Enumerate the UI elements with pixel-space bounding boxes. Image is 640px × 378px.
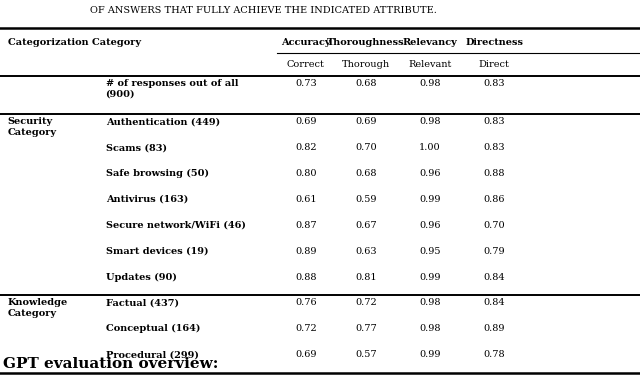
Text: 0.96: 0.96 bbox=[419, 221, 441, 230]
Text: 0.82: 0.82 bbox=[295, 143, 317, 152]
Text: 0.80: 0.80 bbox=[295, 169, 317, 178]
Text: Factual (437): Factual (437) bbox=[106, 299, 179, 307]
Text: 0.59: 0.59 bbox=[355, 195, 377, 204]
Text: Safe browsing (50): Safe browsing (50) bbox=[106, 169, 209, 178]
Text: 1.00: 1.00 bbox=[419, 143, 441, 152]
Text: 0.96: 0.96 bbox=[419, 169, 441, 178]
Text: Security
Category: Security Category bbox=[8, 117, 57, 136]
Text: 0.69: 0.69 bbox=[295, 350, 317, 359]
Text: Thorough: Thorough bbox=[342, 60, 390, 70]
Text: OF ANSWERS THAT FULLY ACHIEVE THE INDICATED ATTRIBUTE.: OF ANSWERS THAT FULLY ACHIEVE THE INDICA… bbox=[90, 6, 436, 15]
Text: 0.98: 0.98 bbox=[419, 299, 441, 307]
Text: 0.81: 0.81 bbox=[355, 273, 377, 282]
Text: 0.72: 0.72 bbox=[295, 324, 317, 333]
Text: Direct: Direct bbox=[479, 60, 509, 70]
Text: Smart devices (19): Smart devices (19) bbox=[106, 246, 208, 256]
Text: 0.84: 0.84 bbox=[483, 273, 505, 282]
Text: 0.73: 0.73 bbox=[295, 79, 317, 88]
Text: Categorization Category: Categorization Category bbox=[8, 38, 141, 47]
Text: Procedural (299): Procedural (299) bbox=[106, 350, 198, 359]
Text: 0.99: 0.99 bbox=[419, 350, 441, 359]
Text: 0.69: 0.69 bbox=[355, 117, 377, 126]
Text: 0.79: 0.79 bbox=[483, 246, 505, 256]
Text: Secure network/WiFi (46): Secure network/WiFi (46) bbox=[106, 221, 246, 230]
Text: 0.87: 0.87 bbox=[295, 221, 317, 230]
Text: Authentication (449): Authentication (449) bbox=[106, 117, 220, 126]
Text: 0.99: 0.99 bbox=[419, 195, 441, 204]
Text: Relevant: Relevant bbox=[408, 60, 452, 70]
Text: 0.98: 0.98 bbox=[419, 117, 441, 126]
Text: 0.70: 0.70 bbox=[483, 221, 505, 230]
Text: Scams (83): Scams (83) bbox=[106, 143, 166, 152]
Text: 0.98: 0.98 bbox=[419, 79, 441, 88]
Text: 0.98: 0.98 bbox=[419, 324, 441, 333]
Text: Directness: Directness bbox=[465, 38, 523, 47]
Text: 0.95: 0.95 bbox=[419, 246, 441, 256]
Text: 0.99: 0.99 bbox=[419, 273, 441, 282]
Text: 0.83: 0.83 bbox=[483, 117, 505, 126]
Text: 0.88: 0.88 bbox=[295, 273, 317, 282]
Text: 0.72: 0.72 bbox=[355, 299, 377, 307]
Text: 0.88: 0.88 bbox=[483, 169, 505, 178]
Text: 0.78: 0.78 bbox=[483, 350, 505, 359]
Text: Thoroughness: Thoroughness bbox=[327, 38, 405, 47]
Text: 0.76: 0.76 bbox=[295, 299, 317, 307]
Text: 0.68: 0.68 bbox=[355, 79, 377, 88]
Text: 0.89: 0.89 bbox=[295, 246, 317, 256]
Text: 0.83: 0.83 bbox=[483, 79, 505, 88]
Text: 0.84: 0.84 bbox=[483, 299, 505, 307]
Text: Antivirus (163): Antivirus (163) bbox=[106, 195, 188, 204]
Text: Updates (90): Updates (90) bbox=[106, 273, 177, 282]
Text: 0.86: 0.86 bbox=[483, 195, 505, 204]
Text: 0.57: 0.57 bbox=[355, 350, 377, 359]
Text: 0.77: 0.77 bbox=[355, 324, 377, 333]
Text: 0.67: 0.67 bbox=[355, 221, 377, 230]
Text: 0.68: 0.68 bbox=[355, 169, 377, 178]
Text: 0.83: 0.83 bbox=[483, 143, 505, 152]
Text: 0.69: 0.69 bbox=[295, 117, 317, 126]
Text: Knowledge
Category: Knowledge Category bbox=[8, 299, 68, 318]
Text: Conceptual (164): Conceptual (164) bbox=[106, 324, 200, 333]
Text: 0.89: 0.89 bbox=[483, 324, 505, 333]
Text: Accuracy: Accuracy bbox=[281, 38, 331, 47]
Text: GPT evaluation overview:: GPT evaluation overview: bbox=[3, 357, 219, 371]
Text: 0.70: 0.70 bbox=[355, 143, 377, 152]
Text: Relevancy: Relevancy bbox=[403, 38, 458, 47]
Text: 0.61: 0.61 bbox=[295, 195, 317, 204]
Text: Correct: Correct bbox=[287, 60, 325, 70]
Text: 0.63: 0.63 bbox=[355, 246, 377, 256]
Text: # of responses out of all
(900): # of responses out of all (900) bbox=[106, 79, 238, 99]
